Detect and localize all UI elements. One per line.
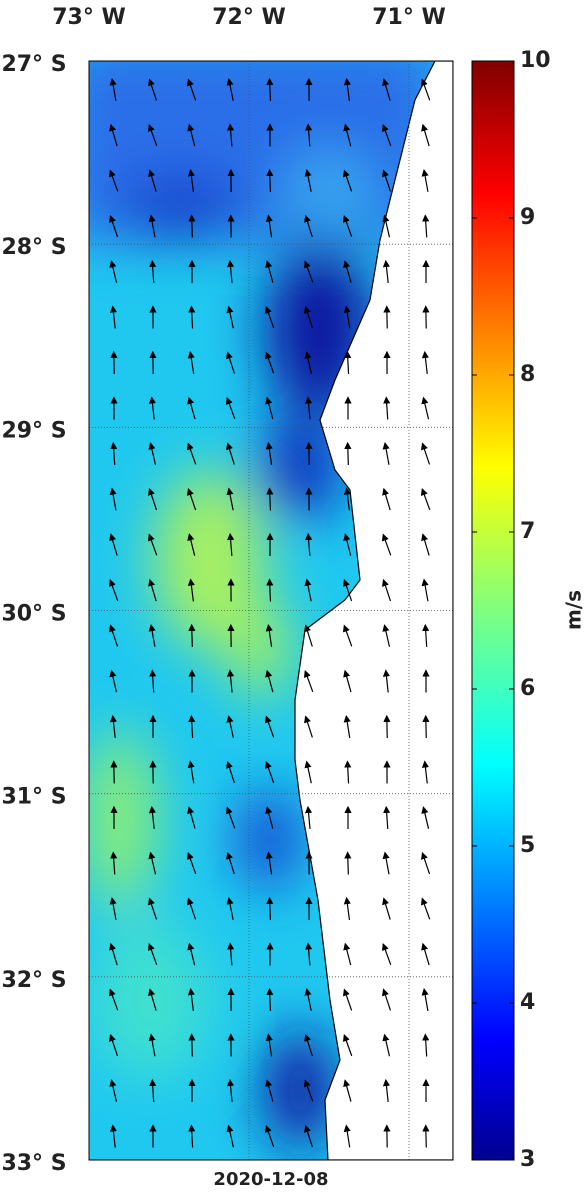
y-tick-label: 32° S (1, 968, 66, 993)
colorbar-tick-label: 6 (520, 676, 535, 701)
y-tick-label: 31° S (1, 785, 66, 810)
wind-arrow (270, 898, 271, 920)
x-tick-label: 73° W (52, 5, 126, 30)
colorbar-tick-label: 8 (520, 362, 535, 387)
colorbar-tick-label: 4 (520, 990, 535, 1015)
wind-arrow (192, 216, 193, 238)
wind-arrow (192, 625, 193, 647)
wind-arrow (192, 1035, 193, 1057)
wind-arrow (426, 1126, 427, 1148)
y-tick-label: 30° S (1, 602, 66, 627)
wind-field (60, 40, 453, 1160)
colorbar-tick-label: 9 (520, 205, 535, 230)
colorbar-tick-label: 3 (520, 1147, 535, 1172)
colorbar (472, 61, 514, 1160)
x-tick-label: 72° W (212, 5, 286, 30)
y-tick-label: 33° S (1, 1151, 66, 1176)
wind-arrow (348, 853, 349, 875)
colorbar-tick-label: 7 (520, 519, 535, 544)
y-tick-label: 29° S (1, 418, 66, 443)
date-label: 2020-12-08 (213, 1169, 328, 1188)
y-tick-label: 28° S (1, 235, 66, 260)
wind-arrow (426, 716, 427, 738)
y-tick-label: 27° S (1, 52, 66, 77)
x-tick-label: 71° W (372, 5, 446, 30)
colorbar-tick-label: 10 (520, 48, 551, 73)
colorbar-label: m/s (562, 590, 586, 630)
colorbar-tick-label: 5 (520, 833, 535, 858)
wind-arrow (348, 443, 349, 465)
